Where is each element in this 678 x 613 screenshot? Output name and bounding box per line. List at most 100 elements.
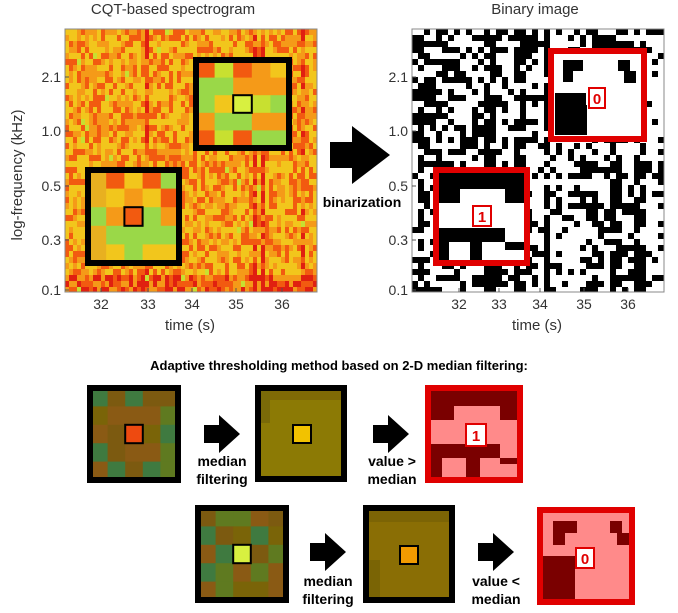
spectrogram-cell (93, 125, 98, 132)
spectrogram-cell (73, 149, 78, 156)
spectrogram-cell (173, 287, 178, 292)
binary-pixel (628, 41, 634, 47)
spectrogram-cell (117, 53, 122, 60)
spectrogram-cell (205, 233, 210, 240)
spectrogram-cell (229, 161, 234, 168)
spectrogram-cell (201, 185, 206, 192)
binary-pixel (514, 29, 520, 35)
spectrogram-cell (221, 41, 226, 48)
spectrogram-cell (85, 41, 90, 48)
spectrogram-cell (101, 131, 106, 138)
spectrogram-cell (313, 167, 317, 174)
binary-pixel (514, 149, 520, 155)
spectrogram-cell (297, 149, 302, 156)
spectrogram-cell (161, 101, 166, 108)
patch-cell (142, 225, 162, 245)
spectrogram-cell (69, 113, 74, 120)
binary-pixel (520, 269, 526, 275)
spectrogram-cell (189, 215, 194, 222)
spectrogram-cell (229, 179, 234, 186)
spectrogram-cell (281, 149, 286, 156)
patch-cell (124, 188, 143, 208)
spectrogram-cell (245, 215, 250, 222)
spectrogram-cell (245, 203, 250, 210)
patch-cell (90, 388, 108, 407)
spectrogram-cell (293, 251, 298, 258)
spectrogram-cell (261, 203, 266, 210)
spectrogram-cell (193, 221, 198, 228)
binary-pixel (478, 35, 484, 41)
spectrogram-cell (145, 269, 150, 276)
binary-pixel (460, 143, 466, 149)
spectrogram-cell (265, 155, 270, 162)
spectrogram-cell (113, 149, 118, 156)
spectrogram-cell (137, 77, 142, 84)
binary-pixel (442, 77, 448, 83)
spectrogram-cell (225, 41, 230, 48)
spectrogram-cell (281, 257, 286, 264)
binary-pixel (610, 287, 616, 292)
spectrogram-cell (185, 275, 190, 282)
spectrogram-cell (105, 83, 110, 90)
spectrogram-cell (141, 29, 146, 36)
spectrogram-cell (253, 149, 258, 156)
spectrogram-cell (109, 41, 114, 48)
spectrogram-cell (313, 89, 317, 96)
binary-pixel (478, 131, 484, 137)
spectrogram-cell (177, 29, 182, 36)
spectrogram-cell (85, 161, 90, 168)
spectrogram-cell (101, 65, 106, 72)
spectrogram-cell (101, 275, 106, 282)
spectrogram-cell (113, 71, 118, 78)
binary-pixel (478, 77, 484, 83)
spectrogram-cell (81, 137, 86, 144)
spectrogram-cell (209, 167, 214, 174)
spectrogram-cell (69, 167, 74, 174)
binary-pixel (616, 227, 622, 233)
spectrogram-cell (73, 161, 78, 168)
spectrogram-cell (309, 125, 314, 132)
spectrogram-cell (285, 29, 290, 36)
patch-center-cell (124, 423, 144, 445)
x-tick-label: 33 (491, 296, 507, 312)
spectrogram-cell (165, 29, 170, 36)
spectrogram-cell (209, 221, 214, 228)
spectrogram-cell (65, 227, 70, 234)
binary-pixel (532, 137, 538, 143)
spectrogram-cell (301, 191, 306, 198)
spectrogram-cell (217, 41, 222, 48)
spectrogram-cell (133, 29, 138, 36)
spectrogram-cell (185, 119, 190, 126)
binary-pixel (490, 149, 496, 155)
patch-cell (88, 188, 107, 208)
spectrogram-cell (249, 197, 254, 204)
binary-pixel (580, 35, 586, 41)
spectrogram-cell (133, 137, 138, 144)
spectrogram-cell (77, 263, 82, 270)
spectrogram-cell (125, 59, 130, 66)
spectrogram-cell (253, 281, 258, 288)
spectrogram-cell (85, 65, 90, 72)
spectrogram-cell (201, 197, 206, 204)
spectrogram-cell (165, 113, 170, 120)
binary-pixel (484, 65, 490, 71)
spectrogram-cell (205, 185, 210, 192)
spectrogram-cell (149, 275, 154, 282)
spectrogram-cell (133, 281, 138, 288)
spectrogram-cell (73, 215, 78, 222)
spectrogram-cell (293, 233, 298, 240)
spectrogram-cell (125, 161, 130, 168)
spectrogram-cell (73, 131, 78, 138)
spectrogram-cell (69, 137, 74, 144)
patch-cell (106, 225, 125, 245)
binary-pixel (586, 167, 592, 173)
binary-pixel (412, 59, 418, 65)
patch-cell (196, 60, 215, 78)
binary-pixel (454, 47, 460, 53)
spectrogram-cell (89, 113, 94, 120)
patch-cell (214, 95, 234, 114)
spectrogram-cell (201, 179, 206, 186)
patch-cell (142, 443, 161, 462)
binary-pixel (574, 203, 580, 209)
spectrogram-cell (261, 47, 266, 54)
